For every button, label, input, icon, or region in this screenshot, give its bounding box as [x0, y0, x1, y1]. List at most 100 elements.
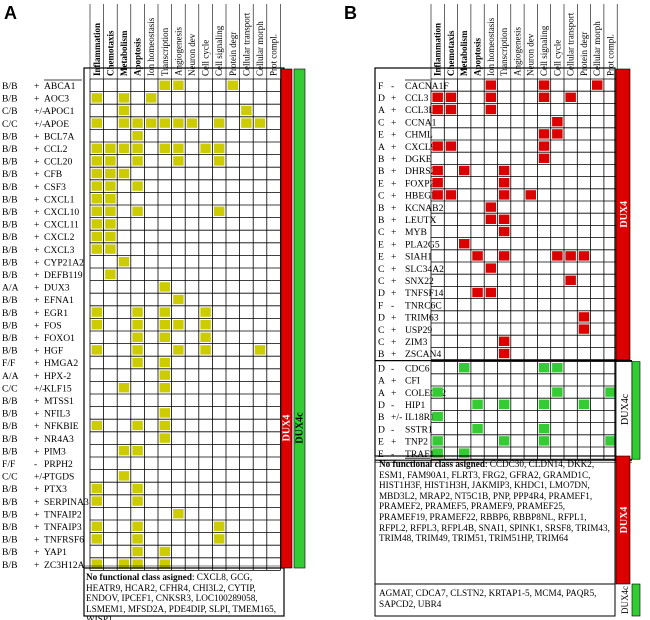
- panel-b-hit-cell: [432, 411, 443, 422]
- panel-a-hit-cell: [132, 546, 143, 557]
- panel-b-row-code: E: [378, 239, 384, 250]
- panel-b-column-header: Inflammation: [433, 23, 443, 76]
- panel-a-hit-cell: [132, 420, 143, 431]
- panel-b-gene-label: ZSCAN4: [405, 349, 441, 360]
- panel-a-row-sign: +: [34, 522, 39, 533]
- panel-b-row-sign: +: [391, 376, 396, 387]
- panel-a-row-sign: +: [34, 94, 39, 105]
- panel-a-hit-cell: [91, 483, 102, 494]
- panel-b-row-code: D: [378, 93, 385, 104]
- panel-a-row-code: B/B: [2, 308, 17, 319]
- panel-b-hit-cell: [538, 80, 550, 90]
- panel-a-column-header: Transcription: [160, 27, 170, 76]
- panel-a-gene-label: FOXO1: [44, 333, 75, 344]
- panel-b-hit-cell: [432, 436, 443, 446]
- panel-a-hit-cell: [118, 471, 130, 481]
- panel-a-gene-label: APOC1: [44, 106, 75, 117]
- panel-b-row-code: B: [378, 203, 384, 214]
- panel-b-row-code: C: [378, 191, 384, 202]
- panel-b-column-header: Metabolism: [459, 30, 469, 76]
- panel-a-row-code: B/B: [2, 547, 17, 558]
- panel-a-row-code: B/B: [2, 346, 17, 357]
- panel-b-hit-cell: [459, 239, 470, 249]
- panel-b-row-code: F: [378, 300, 383, 311]
- panel-a-row-code: B/B: [2, 157, 17, 168]
- panel-b-row-code: F: [378, 81, 383, 92]
- panel-b-hit-cell: [445, 141, 457, 151]
- panel-b-hit-cell: [498, 348, 510, 359]
- panel-a-gene-label: DUX3: [44, 283, 70, 294]
- panel-a-hit-cell: [105, 156, 116, 166]
- panel-b-row-code: D: [378, 363, 385, 374]
- panel-a-row-code: B/B: [2, 535, 17, 546]
- panel-a-row-code: B/B: [2, 333, 17, 344]
- panel-b-hit-cell: [498, 251, 510, 261]
- panel-a-gene-label: PTX3: [44, 484, 67, 495]
- panel-b-hit-cell: [578, 324, 590, 334]
- panel-b-hit-cell: [552, 387, 563, 397]
- panel-a-row-code: B/B: [2, 270, 17, 281]
- panel-a-hit-cell: [214, 156, 225, 166]
- panel-a-row-code: B/B: [2, 446, 17, 457]
- panel-b-gene-label: TNP2: [405, 437, 428, 448]
- panel-a-hit-cell: [254, 118, 266, 128]
- panel-b-row-sign: -: [391, 400, 394, 411]
- panel-b-row-code: C: [378, 276, 384, 287]
- panel-a-gene-label: EGR1: [44, 308, 68, 319]
- panel-a-gene-label: CXCL10: [44, 207, 79, 218]
- panel-a-hit-cell: [91, 168, 102, 179]
- panel-a-hit-cell: [132, 131, 143, 141]
- panel-a-hit-cell: [105, 231, 116, 242]
- panel-a-hit-cell: [159, 357, 170, 368]
- panel-b-row-code: C: [378, 337, 384, 348]
- panel-b-hit-cell: [432, 448, 443, 458]
- panel-b-column-header: Prot compl.: [605, 34, 615, 76]
- panel-a-row-code: A/A: [2, 283, 19, 294]
- panel-b-hit-cell: [485, 287, 497, 298]
- panel-b-note-dux4c-label: DUX4c: [620, 586, 630, 614]
- panel-a-hit-cell: [132, 320, 143, 330]
- panel-a-hit-cell: [118, 118, 130, 128]
- panel-a-dux4c-bar: [293, 68, 306, 569]
- panel-b-hit-cell: [578, 312, 590, 322]
- panel-a-row-sign: +: [34, 232, 39, 243]
- panel-a-hit-cell: [214, 118, 225, 128]
- panel-a-gene-label: CFB: [44, 169, 62, 180]
- panel-b-column-header: Protein degr: [579, 32, 589, 76]
- panel-a-hit-cell: [91, 559, 102, 569]
- panel-a-hit-cell: [159, 408, 170, 418]
- panel-b-gene-label: IL18R1: [405, 412, 435, 423]
- panel-a-hit-cell: [173, 294, 184, 305]
- panel-a-row-code: B/B: [2, 194, 17, 205]
- panel-a-row-sign: +: [34, 434, 39, 445]
- panel-a-row-sign: +: [34, 81, 39, 92]
- panel-b-gene-label: TNFSF14: [405, 288, 444, 299]
- panel-a-note-text: : CXCL8, GCG, HEATR9, HCAR2, CFHR4, CHI3…: [86, 572, 276, 620]
- panel-b-row-code: B: [378, 412, 384, 423]
- panel-a-note: No functional class asigned: CXCL8, GCG,…: [86, 572, 286, 620]
- panel-a-gene-label: NFIL3: [44, 409, 70, 420]
- panel-b-row-sign: +: [391, 215, 396, 226]
- panel-a-hit-cell: [214, 143, 225, 153]
- panel-a-hit-cell: [91, 307, 102, 317]
- panel-a-row-code: C/B: [2, 106, 17, 117]
- panel-b-column-header: Chemotaxis: [446, 30, 456, 76]
- panel-a-gene-label: CXCL3: [44, 245, 75, 256]
- panel-a-hit-cell: [91, 206, 102, 216]
- panel-b-hit-cell: [459, 165, 470, 176]
- panel-a-row-sign: +: [34, 270, 39, 281]
- panel-a-row-sign: +: [34, 182, 39, 193]
- panel-a-row-sign: +: [34, 421, 39, 432]
- panel-b-letter: B: [344, 3, 357, 23]
- panel-b-gene-label: FOXP2: [405, 178, 435, 189]
- panel-b-row-sign: +: [391, 239, 396, 250]
- panel-a-hit-cell: [159, 307, 170, 317]
- panel-b-row-sign: +/-: [391, 412, 402, 423]
- panel-b-row-sign: +: [391, 191, 396, 202]
- panel-a-hit-cell: [91, 143, 102, 153]
- panel-a-gene-label: TNFAIP2: [44, 509, 82, 520]
- panel-a-hit-cell: [105, 206, 116, 216]
- panel-a-row-code: B/B: [2, 396, 17, 407]
- panel-a-column-header: Ion homeostasis: [146, 17, 156, 76]
- panel-b-row-code: E: [378, 449, 384, 460]
